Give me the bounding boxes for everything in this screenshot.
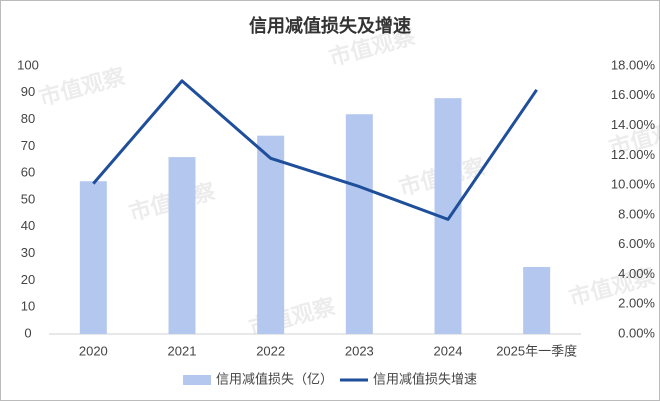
y2-tick-label: 4.00% bbox=[618, 266, 655, 281]
bar bbox=[168, 157, 196, 334]
legend-label: 信用减值损失（亿） bbox=[216, 371, 333, 386]
y-tick-label: 40 bbox=[21, 218, 35, 233]
bar bbox=[345, 114, 373, 335]
y2-tick-label: 12.00% bbox=[611, 147, 656, 162]
y2-tick-label: 14.00% bbox=[611, 117, 656, 132]
bar bbox=[523, 267, 551, 334]
x-tick-label: 2024 bbox=[434, 343, 463, 358]
chart-title: 信用减值损失及增速 bbox=[249, 15, 411, 36]
y-tick-label: 100 bbox=[17, 57, 39, 72]
y-tick-label: 80 bbox=[21, 111, 35, 126]
y-tick-label: 70 bbox=[21, 138, 35, 153]
y-tick-label: 90 bbox=[21, 84, 35, 99]
y-tick-label: 0 bbox=[24, 325, 31, 340]
y2-tick-label: 10.00% bbox=[611, 177, 656, 192]
y-tick-label: 30 bbox=[21, 245, 35, 260]
y2-tick-label: 16.00% bbox=[611, 87, 656, 102]
bar bbox=[79, 181, 107, 334]
x-tick-label: 2022 bbox=[256, 343, 285, 358]
y2-tick-label: 2.00% bbox=[618, 296, 655, 311]
y-tick-label: 20 bbox=[21, 272, 35, 287]
x-tick-label: 2021 bbox=[168, 343, 197, 358]
line bbox=[92, 79, 538, 221]
y2-tick-label: 0.00% bbox=[618, 325, 655, 340]
y2-tick-label: 8.00% bbox=[618, 206, 655, 221]
y-tick-label: 10 bbox=[21, 299, 35, 314]
bar bbox=[257, 135, 285, 334]
legend-swatch bbox=[183, 375, 211, 385]
y2-tick-label: 6.00% bbox=[618, 236, 655, 251]
x-tick-label: 2025年一季度 bbox=[496, 343, 577, 358]
x-tick-label: 2020 bbox=[79, 343, 108, 358]
x-tick-label: 2023 bbox=[345, 343, 374, 358]
legend-label: 信用减值损失增速 bbox=[373, 371, 477, 386]
y2-tick-label: 18.00% bbox=[611, 57, 656, 72]
y-tick-label: 60 bbox=[21, 165, 35, 180]
y-tick-label: 50 bbox=[21, 191, 35, 206]
